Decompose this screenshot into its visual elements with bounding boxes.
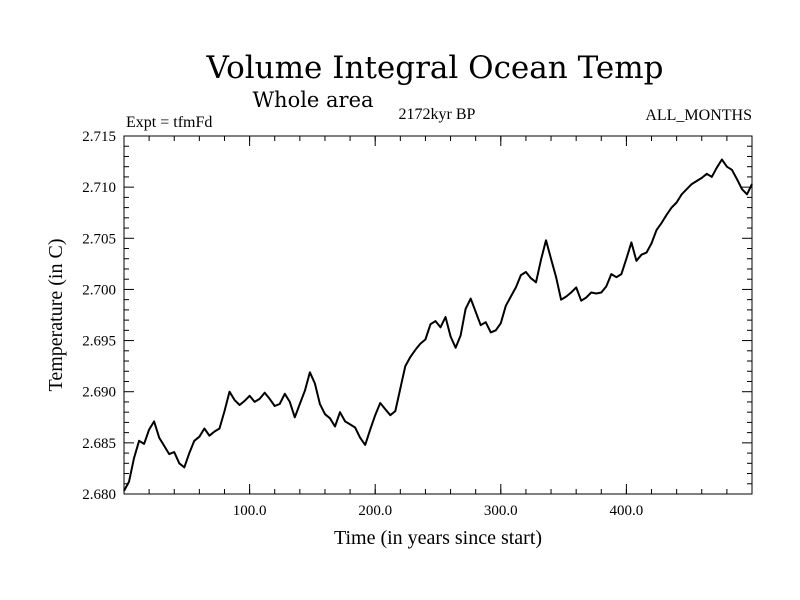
y-tick-label: 2.695 [82,334,116,350]
y-tick-label: 2.690 [82,385,116,401]
y-tick-label: 2.715 [82,129,116,145]
chart-subtitle: Whole area [252,88,373,112]
y-tick-label: 2.700 [82,282,116,298]
temperature-series-line [123,158,753,492]
x-tick-label: 300.0 [484,503,518,519]
y-tick-label: 2.685 [82,436,116,452]
plot-frame [123,135,753,495]
x-axis-title: Time (in years since start) [334,527,542,549]
months-label: ALL_MONTHS [645,107,752,124]
x-tick-label: 100.0 [233,503,267,519]
chart-title: Volume Integral Ocean Temp [206,50,664,86]
y-tick-label: 2.705 [82,231,116,247]
period-label: 2172kyr BP [399,106,476,123]
experiment-label: Expt = tfmFd [126,114,212,131]
y-axis-title: Temperature (in C) [45,239,67,392]
axis-ticks: 100.0 200.0 300.0 400.0 2.680 2.685 2.690 2.695… [82,129,752,519]
x-tick-label: 400.0 [610,503,644,519]
y-tick-label: 2.680 [82,487,116,503]
x-tick-label: 200.0 [358,503,392,519]
y-tick-label: 2.710 [82,180,116,196]
